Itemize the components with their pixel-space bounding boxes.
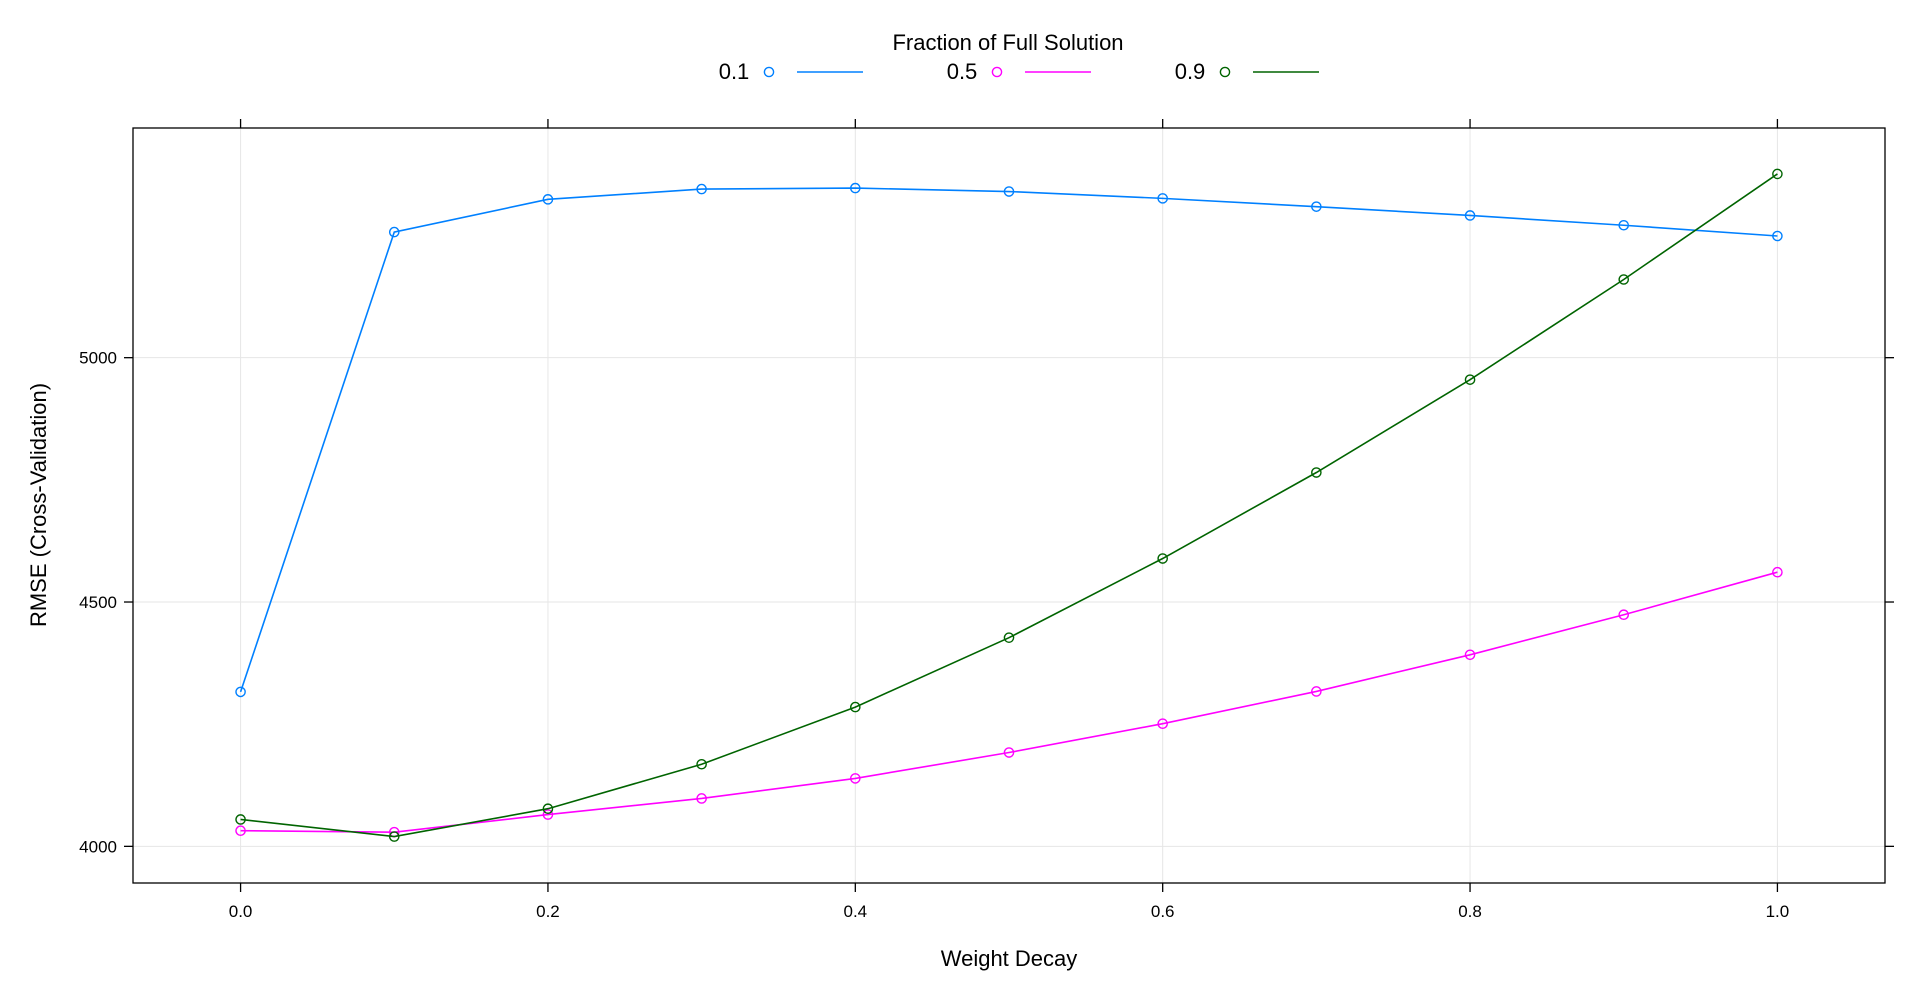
- series-line: [239, 187, 1778, 693]
- series-line: [240, 571, 1778, 833]
- data-point: [850, 701, 861, 713]
- legend-marker: [763, 66, 775, 78]
- data-point: [388, 226, 400, 238]
- plot-frame: [132, 127, 1886, 884]
- data-point: [1618, 609, 1630, 621]
- data-point: [1464, 649, 1476, 661]
- data-point: [1003, 632, 1015, 643]
- x-axis-label: Weight Decay: [941, 946, 1078, 971]
- data-point: [1772, 168, 1783, 180]
- data-point: [1157, 553, 1168, 564]
- y-tick-label: 4500: [79, 593, 117, 612]
- y-tick-label: 4000: [79, 837, 117, 856]
- legend-item-label: 0.1: [719, 59, 750, 84]
- data-point: [696, 758, 707, 770]
- x-tick-label: 1.0: [1766, 902, 1790, 921]
- legend-item: 0.5: [947, 59, 1091, 84]
- y-axis-label: RMSE (Cross-Validation): [26, 383, 51, 627]
- y-tick-label: 5000: [79, 349, 117, 368]
- grid: [133, 128, 1885, 883]
- data-point: [542, 803, 554, 815]
- x-tick-label: 0.2: [536, 902, 560, 921]
- legend-item-label: 0.5: [947, 59, 978, 84]
- data-point: [235, 814, 246, 825]
- data-point: [1464, 374, 1476, 385]
- y-axis: 4000 4500 5000: [79, 349, 1894, 856]
- series-layer: [235, 168, 1783, 842]
- series-0.1: [235, 182, 1783, 698]
- data-point: [1311, 686, 1322, 697]
- data-point: [235, 686, 246, 698]
- data-point: [1772, 566, 1783, 578]
- x-tick-label: 0.0: [229, 902, 253, 921]
- legend-item-label: 0.9: [1175, 59, 1206, 84]
- x-tick-label: 0.4: [843, 902, 867, 921]
- data-point: [1618, 274, 1630, 285]
- legend-marker: [1219, 66, 1231, 78]
- data-point: [542, 809, 554, 820]
- x-tick-label: 0.8: [1458, 902, 1482, 921]
- data-point: [1311, 201, 1322, 212]
- data-point: [1464, 210, 1476, 221]
- x-axis: 0.0 0.2 0.4 0.6 0.8 1.0: [229, 119, 1789, 921]
- legend-marker: [991, 66, 1003, 78]
- data-point: [1618, 219, 1630, 231]
- data-point: [850, 773, 861, 784]
- data-point: [1311, 467, 1322, 478]
- data-point: [1003, 186, 1015, 197]
- data-point: [388, 831, 400, 842]
- legend-item: 0.1: [719, 59, 863, 84]
- data-point: [696, 183, 707, 195]
- legend-title: Fraction of Full Solution: [892, 30, 1123, 55]
- series-0.9: [235, 168, 1783, 842]
- data-point: [1157, 193, 1168, 204]
- x-tick-label: 0.6: [1151, 902, 1175, 921]
- data-point: [542, 194, 554, 205]
- data-point: [1157, 718, 1168, 729]
- data-point: [235, 825, 246, 837]
- data-point: [850, 182, 861, 194]
- series-0.5: [235, 566, 1783, 838]
- data-point: [696, 793, 707, 804]
- data-point: [1772, 230, 1783, 242]
- legend: Fraction of Full Solution 0.1 0.5 0.9: [719, 30, 1319, 84]
- legend-item: 0.9: [1175, 59, 1319, 84]
- series-line: [240, 173, 1778, 838]
- data-point: [1003, 747, 1015, 758]
